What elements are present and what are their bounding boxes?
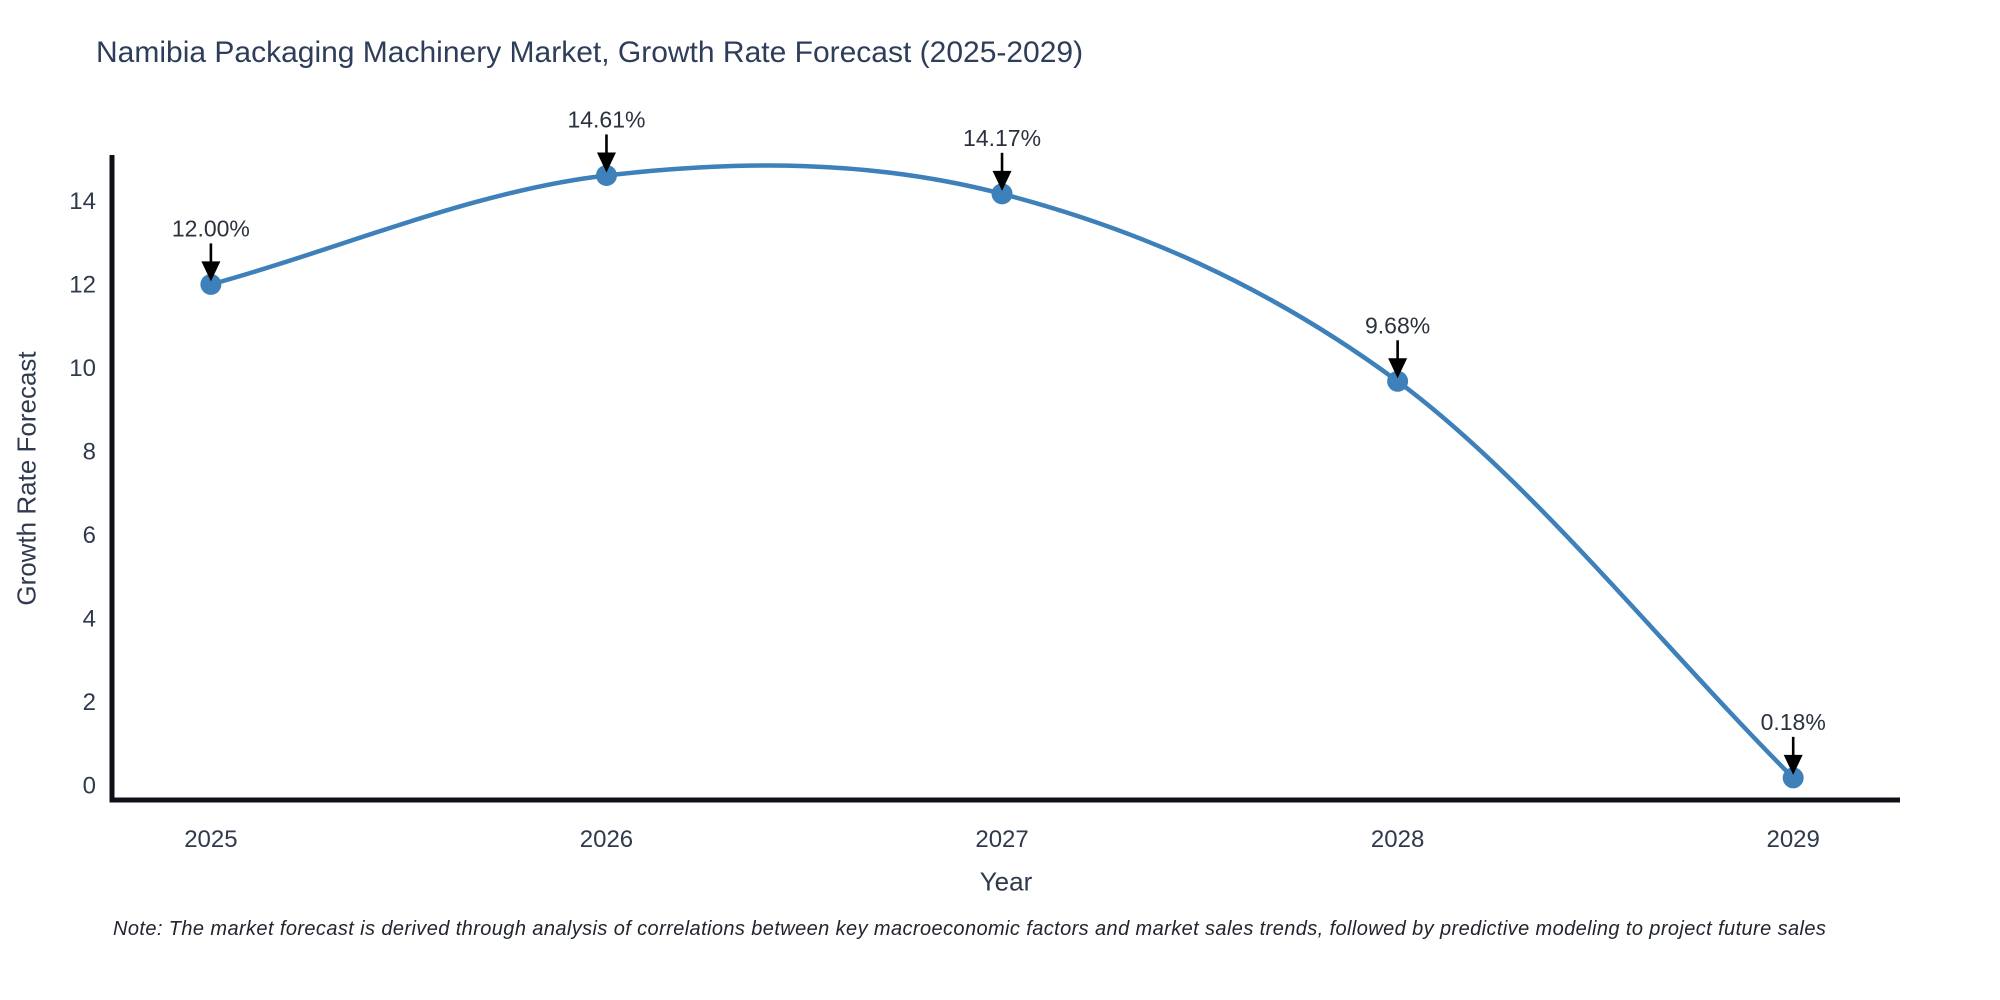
y-tick-label: 6 — [83, 522, 96, 549]
data-point-label: 12.00% — [172, 215, 250, 241]
data-point-marker — [1387, 370, 1409, 392]
x-tick-label: 2028 — [1371, 826, 1424, 853]
y-tick-label: 8 — [83, 438, 96, 465]
annotation-arrow-head — [201, 261, 221, 282]
x-tick-label: 2027 — [975, 826, 1028, 853]
annotation-arrow-head — [1388, 358, 1408, 379]
y-tick-label: 4 — [83, 605, 96, 632]
line-series — [208, 163, 1796, 781]
y-tick-label: 14 — [69, 188, 96, 215]
annotation-arrow-head — [1783, 754, 1803, 775]
footnote: Note: The market forecast is derived thr… — [113, 918, 1827, 940]
x-tick-label: 2029 — [1766, 826, 1819, 853]
data-point-marker — [200, 273, 222, 295]
data-point-label: 14.61% — [567, 106, 645, 132]
annotation-arrow-head — [992, 170, 1012, 191]
chart-title: Namibia Packaging Machinery Market, Grow… — [96, 36, 1084, 69]
y-tick-label: 0 — [83, 772, 96, 799]
data-point-marker — [595, 164, 617, 186]
x-tick-label: 2026 — [580, 826, 633, 853]
y-tick-label: 10 — [69, 355, 96, 382]
y-axis-title-text: Growth Rate Forecast — [11, 350, 42, 606]
data-point-label: 14.17% — [963, 125, 1041, 151]
y-tick-label: 2 — [83, 689, 96, 716]
data-point-marker — [1782, 767, 1804, 789]
x-tick-label: 2025 — [184, 826, 237, 853]
data-point-marker — [991, 183, 1013, 205]
x-axis-title: Year — [979, 866, 1033, 897]
y-tick-label: 12 — [69, 271, 96, 298]
data-point-label: 9.68% — [1365, 312, 1430, 338]
annotation-arrow-head — [596, 152, 616, 173]
data-point-label: 0.18% — [1761, 709, 1826, 735]
